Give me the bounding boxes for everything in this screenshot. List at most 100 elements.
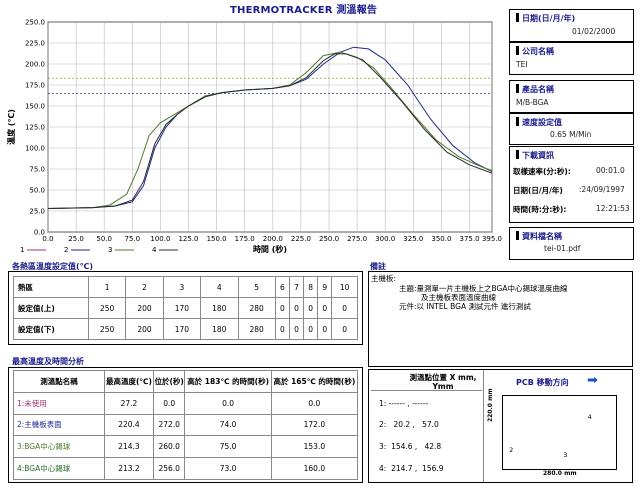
zone-upper-label: 設定值(上) bbox=[13, 297, 89, 319]
file-box: 資料檔名稱 tei-01.pdf bbox=[509, 227, 634, 260]
x-tick-label: 175.0 bbox=[235, 235, 255, 243]
col-165-header: 高於 165℃ 的時間(秒) bbox=[270, 370, 359, 393]
zone-upper-10: 0 bbox=[331, 297, 358, 319]
zone-upper-8: 0 bbox=[303, 297, 319, 319]
notes-title: 備註 bbox=[370, 262, 386, 271]
time-above-183: 73.0 bbox=[184, 457, 272, 480]
zone-header-9: 9 bbox=[317, 276, 333, 298]
pcb-point-3: 3 bbox=[563, 450, 568, 459]
y-tick-label: 0.0 bbox=[34, 229, 45, 237]
time-above-165: 172.0 bbox=[270, 413, 359, 437]
x-axis-label: 時間 (秒) bbox=[253, 244, 287, 254]
speed-box: 速度設定值 0.65 M/Min bbox=[509, 113, 634, 145]
pcb-point-2: 2 bbox=[509, 446, 514, 455]
x-tick-label: 250.0 bbox=[319, 235, 339, 243]
download-label: 下載資訊 bbox=[516, 150, 554, 161]
notes-line-3: 元件:以 INTEL BGA 測試元件 進行測試 bbox=[399, 302, 531, 311]
point-name: 3:BGA中心錫球 bbox=[13, 435, 105, 459]
date-label: 日期(日/月/年) bbox=[516, 13, 575, 24]
zone-lower-5: 280 bbox=[237, 318, 276, 340]
pcb-board: 2 3 4 bbox=[502, 395, 617, 470]
x-tick-label: 0.0 bbox=[42, 235, 53, 243]
legend-label-4: 4 bbox=[152, 246, 157, 254]
position-row-3: 3: 154.6 , 42.8 bbox=[379, 442, 442, 451]
max-at: 0.0 bbox=[152, 391, 186, 415]
zone-lower-8: 0 bbox=[303, 318, 319, 340]
position-header: 測溫點位置 X mm, Ymm bbox=[409, 373, 477, 391]
position-row-4: 4: 214.7 , 156.9 bbox=[379, 464, 444, 473]
x-tick-label: 125.0 bbox=[178, 235, 198, 243]
x-tick-label: 395.0 bbox=[482, 235, 502, 243]
max-temp: 214.3 bbox=[104, 435, 154, 459]
zone-header-6: 6 bbox=[274, 276, 290, 298]
position-row-2: 2: 20.2 , 57.0 bbox=[379, 420, 439, 429]
maxtemp-row: 1:未使用 27.2 0.0 0.0 0.0 bbox=[13, 391, 359, 415]
time-above-183: 0.0 bbox=[184, 391, 272, 415]
y-tick-label: 250.0 bbox=[25, 19, 45, 27]
zone-upper-4: 180 bbox=[200, 297, 239, 319]
maxtemp-row: 3:BGA中心錫球 214.3 260.0 75.0 153.0 bbox=[13, 435, 359, 459]
zone-upper-5: 280 bbox=[237, 297, 276, 319]
x-tick-label: 50.0 bbox=[96, 235, 112, 243]
zone-box: 熱區 1 2 3 4 5 6 7 8 9 10 設定值(上) 250 200 170 180 280 0 0 0… bbox=[8, 271, 363, 345]
maxtemp-box: 測溫點名稱 最高溫度(℃) 位於(秒) 高於 183℃ 的時間(秒) 高於 16… bbox=[8, 367, 363, 483]
zone-header-7: 7 bbox=[288, 276, 305, 298]
y-tick-label: 75.0 bbox=[29, 166, 45, 174]
x-tick-label: 350.0 bbox=[431, 235, 451, 243]
zone-header-1: 1 bbox=[87, 276, 127, 298]
zone-upper-6: 0 bbox=[274, 297, 290, 319]
product-value: M/B-BGA bbox=[516, 98, 549, 107]
zone-section-title: 各熱區溫度設定值(℃) bbox=[12, 262, 93, 271]
legend-label-1: 1 bbox=[20, 246, 24, 254]
y-tick-label: 125.0 bbox=[25, 124, 45, 132]
maxtemp-section-title: 最高溫度及時間分析 bbox=[12, 357, 84, 366]
speed-value: 0.65 M/Min bbox=[550, 130, 592, 139]
zone-header-row: 熱區 1 2 3 4 5 6 7 8 9 10 bbox=[13, 276, 358, 298]
time-above-183: 75.0 bbox=[184, 435, 272, 459]
zone-header-10: 10 bbox=[331, 276, 358, 298]
file-value: tei-01.pdf bbox=[544, 244, 581, 253]
date-box: 日期(日/月/年) 01/02/2000 bbox=[509, 9, 634, 42]
y-tick-label: 150.0 bbox=[25, 103, 45, 111]
max-temp: 27.2 bbox=[104, 391, 154, 415]
series-line-4 bbox=[47, 53, 493, 209]
col-max-header: 最高溫度(℃) bbox=[104, 370, 154, 393]
time-above-165: 0.0 bbox=[270, 391, 359, 415]
zone-header-5: 5 bbox=[237, 276, 276, 298]
notes-line-0: 主機板: bbox=[371, 274, 397, 283]
y-tick-label: 225.0 bbox=[25, 40, 45, 48]
pcb-arrow-icon: ➡ bbox=[587, 373, 598, 388]
col-name-header: 測溫點名稱 bbox=[13, 370, 105, 393]
notes-line-1: 主題:量測單一片主機板上之BGA中心錫球溫度曲線 bbox=[399, 284, 568, 293]
zone-lower-9: 0 bbox=[317, 318, 333, 340]
point-name: 4:BGA中心錫球 bbox=[13, 457, 105, 480]
zone-lower-3: 170 bbox=[162, 318, 202, 340]
zone-lower-6: 0 bbox=[274, 318, 290, 340]
position-divider bbox=[371, 390, 482, 391]
zone-lower-1: 250 bbox=[87, 318, 127, 340]
max-at: 260.0 bbox=[152, 435, 186, 459]
product-box: 產品名稱 M/B-BGA bbox=[509, 80, 634, 113]
position-box: 測溫點位置 X mm, Ymm 1: ------ , ------ 2: 20… bbox=[368, 369, 633, 483]
zone-lower-7: 0 bbox=[288, 318, 305, 340]
date-value: 01/02/2000 bbox=[572, 27, 616, 36]
zone-upper-2: 200 bbox=[125, 297, 164, 319]
y-tick-label: 50.0 bbox=[29, 187, 45, 195]
notes-line-2: 及主機板表面溫度曲線 bbox=[421, 293, 496, 302]
max-at: 272.0 bbox=[152, 413, 186, 437]
max-at: 256.0 bbox=[152, 457, 186, 480]
zone-lower-row: 設定值(下) 250 200 170 180 280 0 0 0 0 0 bbox=[13, 318, 358, 340]
maxtemp-row: 2:主機板表面 220.4 272.0 74.0 172.0 bbox=[13, 413, 359, 437]
pcb-point-4: 4 bbox=[587, 412, 592, 421]
x-tick-label: 100.0 bbox=[150, 235, 170, 243]
time-above-183: 74.0 bbox=[184, 413, 272, 437]
x-tick-label: 150.0 bbox=[207, 235, 227, 243]
zone-upper-1: 250 bbox=[87, 297, 127, 319]
max-temp: 220.4 bbox=[104, 413, 154, 437]
notes-box: 主機板: 主題:量測單一片主機板上之BGA中心錫球溫度曲線 及主機板表面溫度曲線… bbox=[368, 271, 633, 367]
zone-upper-3: 170 bbox=[162, 297, 202, 319]
zone-lower-label: 設定值(下) bbox=[13, 318, 89, 340]
time-above-165: 153.0 bbox=[270, 435, 359, 459]
x-tick-label: 75.0 bbox=[125, 235, 141, 243]
zone-header-4: 4 bbox=[200, 276, 239, 298]
